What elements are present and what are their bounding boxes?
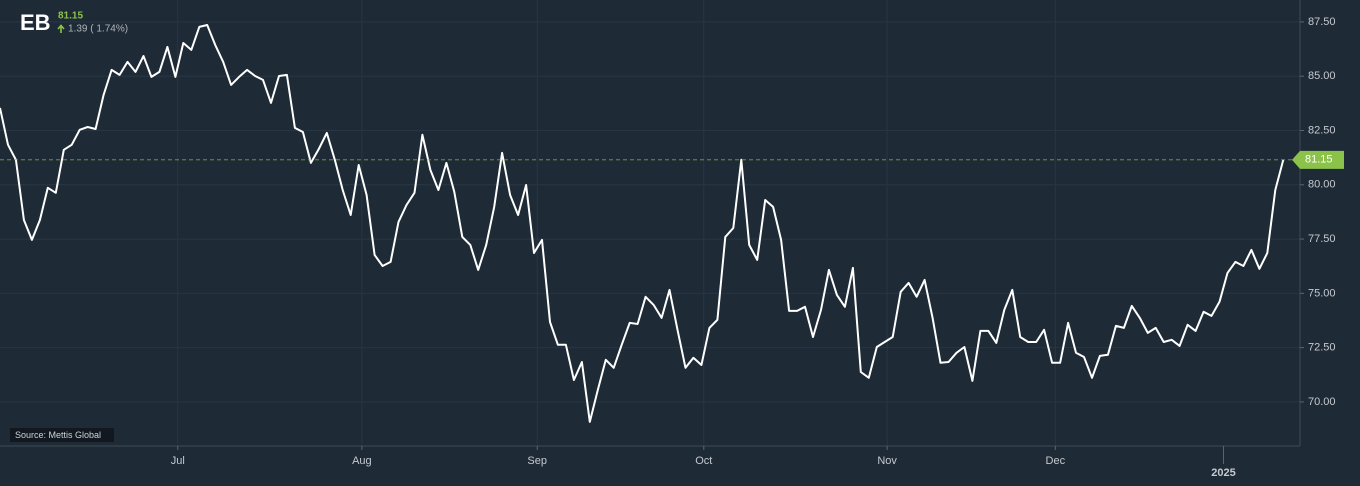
x-tick-label: Dec <box>1046 455 1066 467</box>
y-tick-label: 87.50 <box>1308 16 1336 28</box>
x-tick-label: Sep <box>527 455 547 467</box>
x-tick-label: Oct <box>695 455 712 467</box>
y-tick-label: 82.50 <box>1308 124 1336 136</box>
x-tick-label: Jul <box>171 455 185 467</box>
year-tick-label: 2025 <box>1211 467 1235 479</box>
x-tick-label: Nov <box>877 455 897 467</box>
change: 1.39 ( 1.74%) <box>68 24 128 35</box>
symbol: EB <box>20 10 51 35</box>
price-line <box>0 24 1285 423</box>
last-value-box <box>1292 150 1344 169</box>
y-tick-label: 77.50 <box>1308 233 1336 245</box>
y-tick-label: 70.00 <box>1308 396 1336 408</box>
x-tick-label: Aug <box>352 455 372 467</box>
y-tick-label: 80.00 <box>1308 179 1336 191</box>
y-tick-label: 72.50 <box>1308 342 1336 354</box>
y-tick-label: 85.00 <box>1308 70 1336 82</box>
price: 81.15 <box>58 11 83 22</box>
source: Source: Mettis Global <box>15 430 101 440</box>
grid <box>0 0 1300 446</box>
up-arrow <box>57 24 65 33</box>
y-tick-label: 75.00 <box>1308 287 1336 299</box>
last-value-label: 81.15 <box>1305 154 1333 166</box>
source-box <box>10 428 114 442</box>
